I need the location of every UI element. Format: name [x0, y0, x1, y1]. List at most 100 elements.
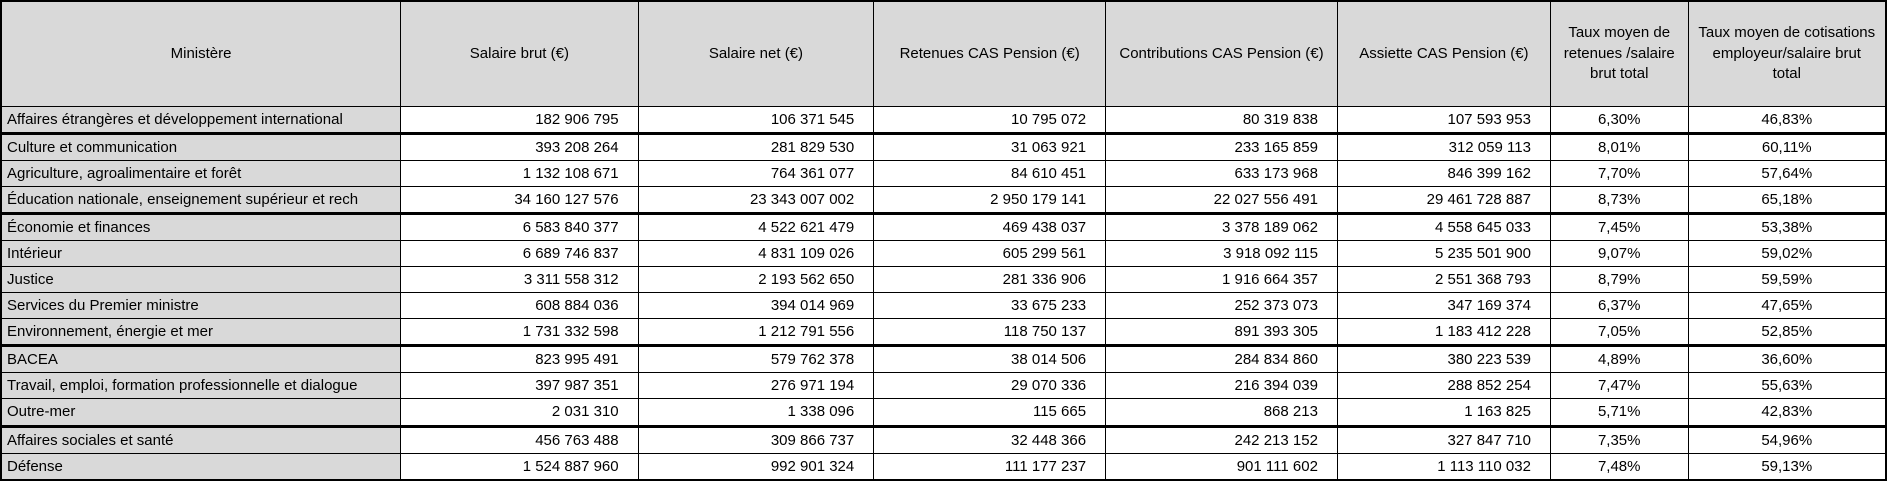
- value-cell-assiette-cas-pension: 5 235 501 900: [1336, 240, 1551, 268]
- value-cell-taux-retenues: 7,35%: [1549, 425, 1689, 454]
- value-cell-assiette-cas-pension: 4 558 645 033: [1336, 213, 1551, 242]
- ministry-name-cell: Défense: [0, 452, 402, 481]
- value-cell-retenues-cas-pension: 281 336 906: [873, 266, 1107, 294]
- column-header-retenues-cas-pension: Retenues CAS Pension (€): [873, 0, 1107, 107]
- value-cell-salaire-brut: 1 731 332 598: [400, 317, 639, 348]
- value-cell-contributions-cas-pension: 284 834 860: [1105, 345, 1338, 374]
- value-cell-taux-retenues: 8,79%: [1549, 266, 1689, 294]
- value-cell-salaire-brut: 823 995 491: [400, 345, 639, 374]
- value-cell-taux-retenues: 9,07%: [1549, 240, 1689, 268]
- value-cell-taux-retenues: 4,89%: [1549, 345, 1689, 374]
- value-cell-salaire-brut: 2 031 310: [400, 398, 639, 428]
- value-cell-taux-retenues: 6,30%: [1549, 105, 1689, 135]
- value-cell-salaire-net: 1 212 791 556: [637, 317, 875, 348]
- value-cell-salaire-brut: 182 906 795: [400, 105, 639, 135]
- value-cell-salaire-brut: 608 884 036: [400, 292, 639, 319]
- value-cell-salaire-brut: 3 311 558 312: [400, 266, 639, 294]
- value-cell-taux-cotisations: 59,13%: [1687, 452, 1887, 481]
- table-row: Intérieur 6 689 746 837 4 831 109 026 605 2…: [0, 240, 1887, 268]
- value-cell-salaire-brut: 34 160 127 576: [400, 185, 639, 216]
- ministry-name-cell: Travail, emploi, formation professionnel…: [0, 372, 402, 400]
- table-row: Éducation nationale, enseignement supéri…: [0, 185, 1887, 216]
- value-cell-retenues-cas-pension: 605 299 561: [873, 240, 1107, 268]
- value-cell-assiette-cas-pension: 846 399 162: [1336, 160, 1551, 187]
- value-cell-salaire-net: 276 971 194: [637, 372, 875, 400]
- table-row: Économie et finances 6 583 840 377 4 522 6…: [0, 213, 1887, 242]
- value-cell-assiette-cas-pension: 107 593 953: [1336, 105, 1551, 135]
- value-cell-contributions-cas-pension: 633 173 968: [1105, 160, 1338, 187]
- value-cell-contributions-cas-pension: 3 918 092 115: [1105, 240, 1338, 268]
- value-cell-salaire-brut: 456 763 488: [400, 425, 639, 454]
- value-cell-taux-retenues: 7,05%: [1549, 317, 1689, 348]
- value-cell-taux-retenues: 8,73%: [1549, 185, 1689, 216]
- value-cell-salaire-net: 309 866 737: [637, 425, 875, 454]
- value-cell-salaire-net: 23 343 007 002: [637, 185, 875, 216]
- value-cell-salaire-net: 106 371 545: [637, 105, 875, 135]
- value-cell-assiette-cas-pension: 380 223 539: [1336, 345, 1551, 374]
- value-cell-assiette-cas-pension: 288 852 254: [1336, 372, 1551, 400]
- value-cell-salaire-net: 281 829 530: [637, 132, 875, 162]
- ministry-name-cell: Éducation nationale, enseignement supéri…: [0, 185, 402, 216]
- value-cell-contributions-cas-pension: 901 111 602: [1105, 452, 1338, 481]
- ministry-name-cell: Agriculture, agroalimentaire et forêt: [0, 160, 402, 187]
- ministry-name-cell: Services du Premier ministre: [0, 292, 402, 319]
- value-cell-assiette-cas-pension: 327 847 710: [1336, 425, 1551, 454]
- table-row: Outre-mer 2 031 310 1 338 096 115 665 868 21…: [0, 398, 1887, 428]
- value-cell-retenues-cas-pension: 115 665: [873, 398, 1107, 428]
- column-header-ministere: Ministère: [0, 0, 402, 107]
- ministry-name-cell: Outre-mer: [0, 398, 402, 428]
- ministry-name-cell: Culture et communication: [0, 132, 402, 162]
- value-cell-retenues-cas-pension: 469 438 037: [873, 213, 1107, 242]
- value-cell-taux-retenues: 8,01%: [1549, 132, 1689, 162]
- value-cell-contributions-cas-pension: 22 027 556 491: [1105, 185, 1338, 216]
- value-cell-taux-retenues: 7,45%: [1549, 213, 1689, 242]
- value-cell-taux-cotisations: 59,59%: [1687, 266, 1887, 294]
- column-header-taux-retenues: Taux moyen de retenues /salaire brut tot…: [1549, 0, 1689, 107]
- value-cell-taux-cotisations: 59,02%: [1687, 240, 1887, 268]
- value-cell-retenues-cas-pension: 111 177 237: [873, 452, 1107, 481]
- table-row: Agriculture, agroalimentaire et forêt 1 1…: [0, 160, 1887, 187]
- value-cell-retenues-cas-pension: 2 950 179 141: [873, 185, 1107, 216]
- ministry-name-cell: Justice: [0, 266, 402, 294]
- value-cell-contributions-cas-pension: 3 378 189 062: [1105, 213, 1338, 242]
- value-cell-contributions-cas-pension: 868 213: [1105, 398, 1338, 428]
- value-cell-salaire-brut: 6 583 840 377: [400, 213, 639, 242]
- value-cell-salaire-net: 1 338 096: [637, 398, 875, 428]
- value-cell-taux-cotisations: 65,18%: [1687, 185, 1887, 216]
- value-cell-taux-retenues: 5,71%: [1549, 398, 1689, 428]
- value-cell-taux-cotisations: 46,83%: [1687, 105, 1887, 135]
- table-row: Culture et communication 393 208 264 281 8…: [0, 132, 1887, 162]
- value-cell-salaire-brut: 6 689 746 837: [400, 240, 639, 268]
- value-cell-assiette-cas-pension: 29 461 728 887: [1336, 185, 1551, 216]
- value-cell-taux-cotisations: 52,85%: [1687, 317, 1887, 348]
- value-cell-contributions-cas-pension: 1 916 664 357: [1105, 266, 1338, 294]
- column-header-salaire-net: Salaire net (€): [637, 0, 875, 107]
- value-cell-retenues-cas-pension: 38 014 506: [873, 345, 1107, 374]
- value-cell-salaire-net: 2 193 562 650: [637, 266, 875, 294]
- value-cell-assiette-cas-pension: 312 059 113: [1336, 132, 1551, 162]
- value-cell-salaire-brut: 393 208 264: [400, 132, 639, 162]
- value-cell-retenues-cas-pension: 31 063 921: [873, 132, 1107, 162]
- table-row: Affaires étrangères et développement int…: [0, 105, 1887, 135]
- table-row: Travail, emploi, formation professionnel…: [0, 372, 1887, 400]
- value-cell-taux-cotisations: 53,38%: [1687, 213, 1887, 242]
- value-cell-taux-cotisations: 42,83%: [1687, 398, 1887, 428]
- value-cell-taux-retenues: 7,47%: [1549, 372, 1689, 400]
- ministry-name-cell: Affaires étrangères et développement int…: [0, 105, 402, 135]
- value-cell-salaire-net: 4 522 621 479: [637, 213, 875, 242]
- table-row: BACEA 823 995 491 579 762 378 38 014 506 284…: [0, 345, 1887, 374]
- value-cell-taux-cotisations: 55,63%: [1687, 372, 1887, 400]
- value-cell-contributions-cas-pension: 891 393 305: [1105, 317, 1338, 348]
- value-cell-retenues-cas-pension: 84 610 451: [873, 160, 1107, 187]
- value-cell-contributions-cas-pension: 80 319 838: [1105, 105, 1338, 135]
- value-cell-salaire-net: 394 014 969: [637, 292, 875, 319]
- value-cell-salaire-net: 4 831 109 026: [637, 240, 875, 268]
- value-cell-retenues-cas-pension: 10 795 072: [873, 105, 1107, 135]
- table-header-row: Ministère Salaire brut (€) Salaire net (€)…: [0, 0, 1887, 107]
- value-cell-taux-retenues: 6,37%: [1549, 292, 1689, 319]
- value-cell-contributions-cas-pension: 242 213 152: [1105, 425, 1338, 454]
- value-cell-taux-cotisations: 57,64%: [1687, 160, 1887, 187]
- value-cell-assiette-cas-pension: 1 163 825: [1336, 398, 1551, 428]
